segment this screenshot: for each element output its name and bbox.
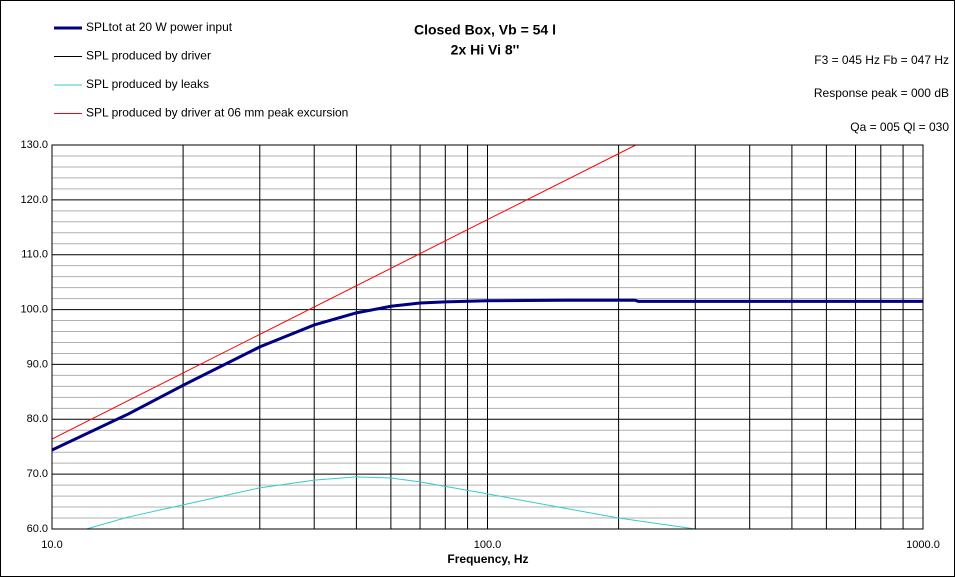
- annotation: Qa = 005 Ql = 030: [850, 120, 949, 134]
- series-line: [86, 476, 696, 529]
- annotation: F3 = 045 Hz Fb = 047 Hz: [814, 53, 949, 67]
- plot-lines: [52, 145, 923, 529]
- chart-subtitle: 2x Hi Vi 8'': [451, 42, 520, 58]
- y-tick-label: 60.0: [27, 523, 48, 535]
- y-tick-label: 80.0: [27, 413, 48, 425]
- y-tick-label: 110.0: [21, 249, 48, 261]
- y-tick-label: 90.0: [27, 358, 48, 370]
- legend-label: SPL produced by leaks: [86, 77, 209, 91]
- series-line: [52, 145, 636, 440]
- plot-border: [51, 144, 924, 530]
- legend-label: SPL produced by driver: [86, 49, 211, 63]
- annotation: Response peak = 000 dB: [814, 86, 949, 100]
- x-tick-label: 1000.0: [906, 539, 940, 551]
- y-tick-label: 120.0: [20, 194, 48, 206]
- x-tick-label: 100.0: [474, 539, 502, 551]
- y-tick-label: 70.0: [27, 468, 48, 480]
- legend-label: SPL produced by driver at 06 mm peak exc…: [86, 106, 348, 120]
- y-tick-label: 130.0: [20, 139, 48, 151]
- legend-label: SPLtot at 20 W power input: [86, 20, 233, 34]
- y-tick-label: 100.0: [20, 303, 48, 315]
- x-axis-label: Frequency, Hz: [447, 552, 528, 566]
- series-line: [52, 298, 923, 452]
- x-tick-label: 10.0: [41, 539, 62, 551]
- chart-title: Closed Box, Vb = 54 l: [414, 22, 556, 38]
